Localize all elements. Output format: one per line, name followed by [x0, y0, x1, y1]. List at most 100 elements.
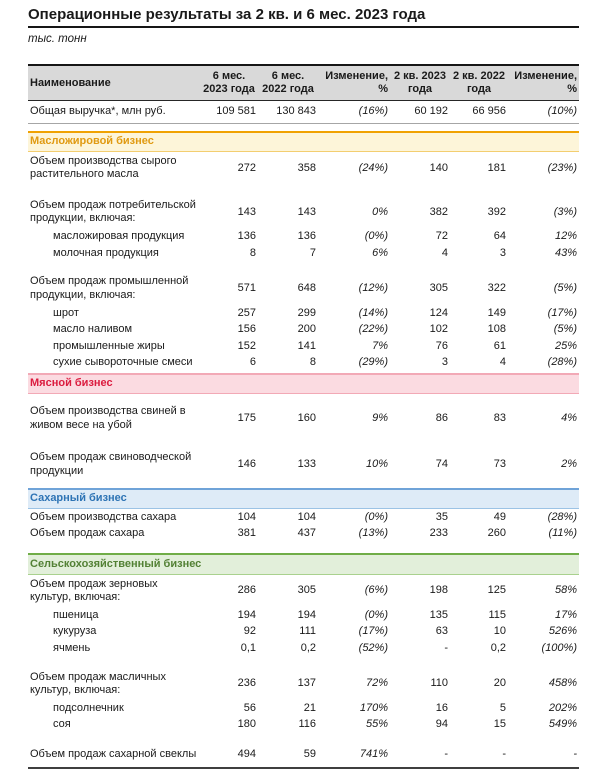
value-cell: 299	[297, 306, 316, 319]
row-label: Объем продаж потребительской продукции, …	[30, 198, 196, 225]
table-row: Объем продаж сахара 381 437 (13%) 233 260 (11%…	[28, 526, 579, 542]
table-row: Объем продаж сахарной свеклы 494 59 741% - - -	[28, 746, 579, 762]
value-cell: 72	[435, 230, 448, 243]
row-label: Общая выручка*, млн руб.	[28, 100, 200, 124]
value-cell: 136	[237, 230, 256, 243]
section-title: Мясной бизнес	[28, 372, 579, 395]
change-value-cell: 6%	[372, 246, 388, 259]
spacer-cell	[28, 435, 579, 448]
change-value-cell: (0%)	[364, 608, 388, 621]
value-cell: 146	[237, 457, 256, 470]
row-label: Объем продаж сахарной свеклы	[30, 747, 197, 760]
value-cell: 8	[309, 355, 316, 368]
spacer-row	[28, 435, 579, 448]
value-cell: 21	[303, 701, 316, 714]
section-row-meat: Мясной бизнес	[28, 372, 579, 395]
change-value-cell: (16%)	[318, 100, 390, 124]
spacer-cell	[28, 733, 579, 746]
value-cell: 104	[237, 510, 256, 523]
change-value-cell: (13%)	[358, 527, 388, 540]
change-value-cell: 549%	[548, 718, 577, 731]
change-value-cell: (100%)	[541, 641, 577, 654]
units-note: тыс. тонн	[28, 33, 87, 46]
value-cell: 381	[237, 527, 256, 540]
value-cell: 16	[435, 701, 448, 714]
change-value-cell: (0%)	[364, 510, 388, 523]
spacer-row	[28, 185, 579, 196]
row-label: Объем продаж свиноводческой продукции	[30, 451, 192, 477]
change-value-cell: (28%)	[547, 510, 577, 523]
row-label: Объем производства свиней в живом весе н…	[30, 405, 186, 431]
row-label: Объем продаж сахара	[30, 527, 145, 540]
value-cell: 115	[488, 608, 506, 621]
spacer-cell	[28, 394, 579, 403]
change-value-cell: 12%	[554, 230, 577, 243]
value-cell: 305	[297, 584, 316, 597]
row-label: Объем продаж масличных культур, включая:	[30, 670, 166, 696]
spacer-row	[28, 123, 579, 132]
row-label: соя	[53, 718, 71, 731]
table-row: Общая выручка*, млн руб. 109 581 130 843 (1…	[28, 100, 579, 124]
value-cell: 102	[429, 323, 448, 336]
change-value-cell: (14%)	[358, 306, 388, 319]
column-header: 2 кв. 2022 года	[450, 65, 508, 102]
row-label: кукуруза	[53, 625, 97, 638]
value-cell: 149	[487, 306, 506, 319]
table-row: Объем производства свиней в живом весе н…	[28, 402, 579, 435]
value-cell: 141	[297, 339, 316, 352]
change-value-cell: 10%	[365, 457, 388, 470]
spacer-row	[28, 394, 579, 403]
change-value-cell: 9%	[372, 411, 388, 424]
change-value-cell: (12%)	[358, 282, 388, 295]
change-value-cell: (24%)	[358, 161, 388, 174]
row-label: масло наливом	[53, 323, 133, 336]
change-value-cell: (5%)	[553, 282, 577, 295]
value-cell: 5	[499, 701, 506, 714]
row-label: подсолнечник	[53, 701, 124, 714]
section-row-sugar: Сахарный бизнес	[28, 487, 579, 510]
value-cell: 4	[499, 355, 506, 368]
section-title: Сахарный бизнес	[28, 487, 579, 510]
value-cell: -	[502, 747, 506, 760]
change-value-cell: 7%	[372, 339, 388, 352]
value-cell: 133	[297, 457, 316, 470]
value-cell: 140	[429, 161, 448, 174]
row-label: шрот	[53, 306, 79, 319]
value-cell: 20	[493, 677, 506, 690]
value-cell: 437	[297, 527, 316, 540]
results-table: Наименование 6 мес. 2023 года 6 мес. 2022 …	[28, 64, 579, 769]
change-value-cell: 0%	[372, 205, 388, 218]
table-row: промышленные жиры 152 141 7% 76 61 25%	[28, 338, 579, 354]
header-row: Наименование 6 мес. 2023 года 6 мес. 2022 …	[28, 65, 579, 102]
row-label: Объем продаж промышленной продукции, вкл…	[30, 275, 189, 301]
section-row-oil: Масложировой бизнес	[28, 130, 579, 152]
value-cell: 135	[429, 608, 448, 621]
value-cell: 272	[237, 161, 256, 174]
value-cell: 286	[237, 584, 256, 597]
change-value-cell: 202%	[548, 701, 577, 714]
change-value-cell: (28%)	[547, 355, 577, 368]
table-row: Объем продаж промышленной продукции, вкл…	[28, 272, 579, 305]
change-value-cell: 526%	[548, 625, 577, 638]
row-label: масложировая продукция	[53, 230, 185, 243]
value-cell: 109 581	[200, 100, 258, 124]
change-value-cell: (17%)	[547, 306, 577, 319]
section-row-agro: Сельскохозяйственный бизнес	[28, 553, 579, 575]
row-label: Объем продаж зерновых культур, включая:	[30, 577, 158, 603]
table-row: сухие сывороточные смеси 6 8 (29%) 3 4 (28%)	[28, 354, 579, 370]
column-header: 2 кв. 2023 года	[390, 65, 450, 102]
change-value-cell: (5%)	[553, 323, 577, 336]
change-value-cell: 55%	[365, 718, 388, 731]
table-row: ячмень 0,1 0,2 (52%) - 0,2 (100%)	[28, 640, 579, 656]
row-label: ячмень	[53, 641, 91, 654]
value-cell: 61	[493, 339, 506, 352]
table-row: Объем продаж потребительской продукции, …	[28, 196, 579, 229]
spacer-cell	[28, 542, 579, 554]
value-cell: 6	[249, 355, 256, 368]
change-value-cell: (29%)	[358, 355, 388, 368]
spacer-row	[28, 481, 579, 489]
table-row: масложировая продукция 136 136 (0%) 72 64 12%	[28, 229, 579, 245]
table-row: Объем продаж свиноводческой продукции 146…	[28, 448, 579, 481]
value-cell: 124	[429, 306, 448, 319]
value-cell: 59	[303, 747, 316, 760]
